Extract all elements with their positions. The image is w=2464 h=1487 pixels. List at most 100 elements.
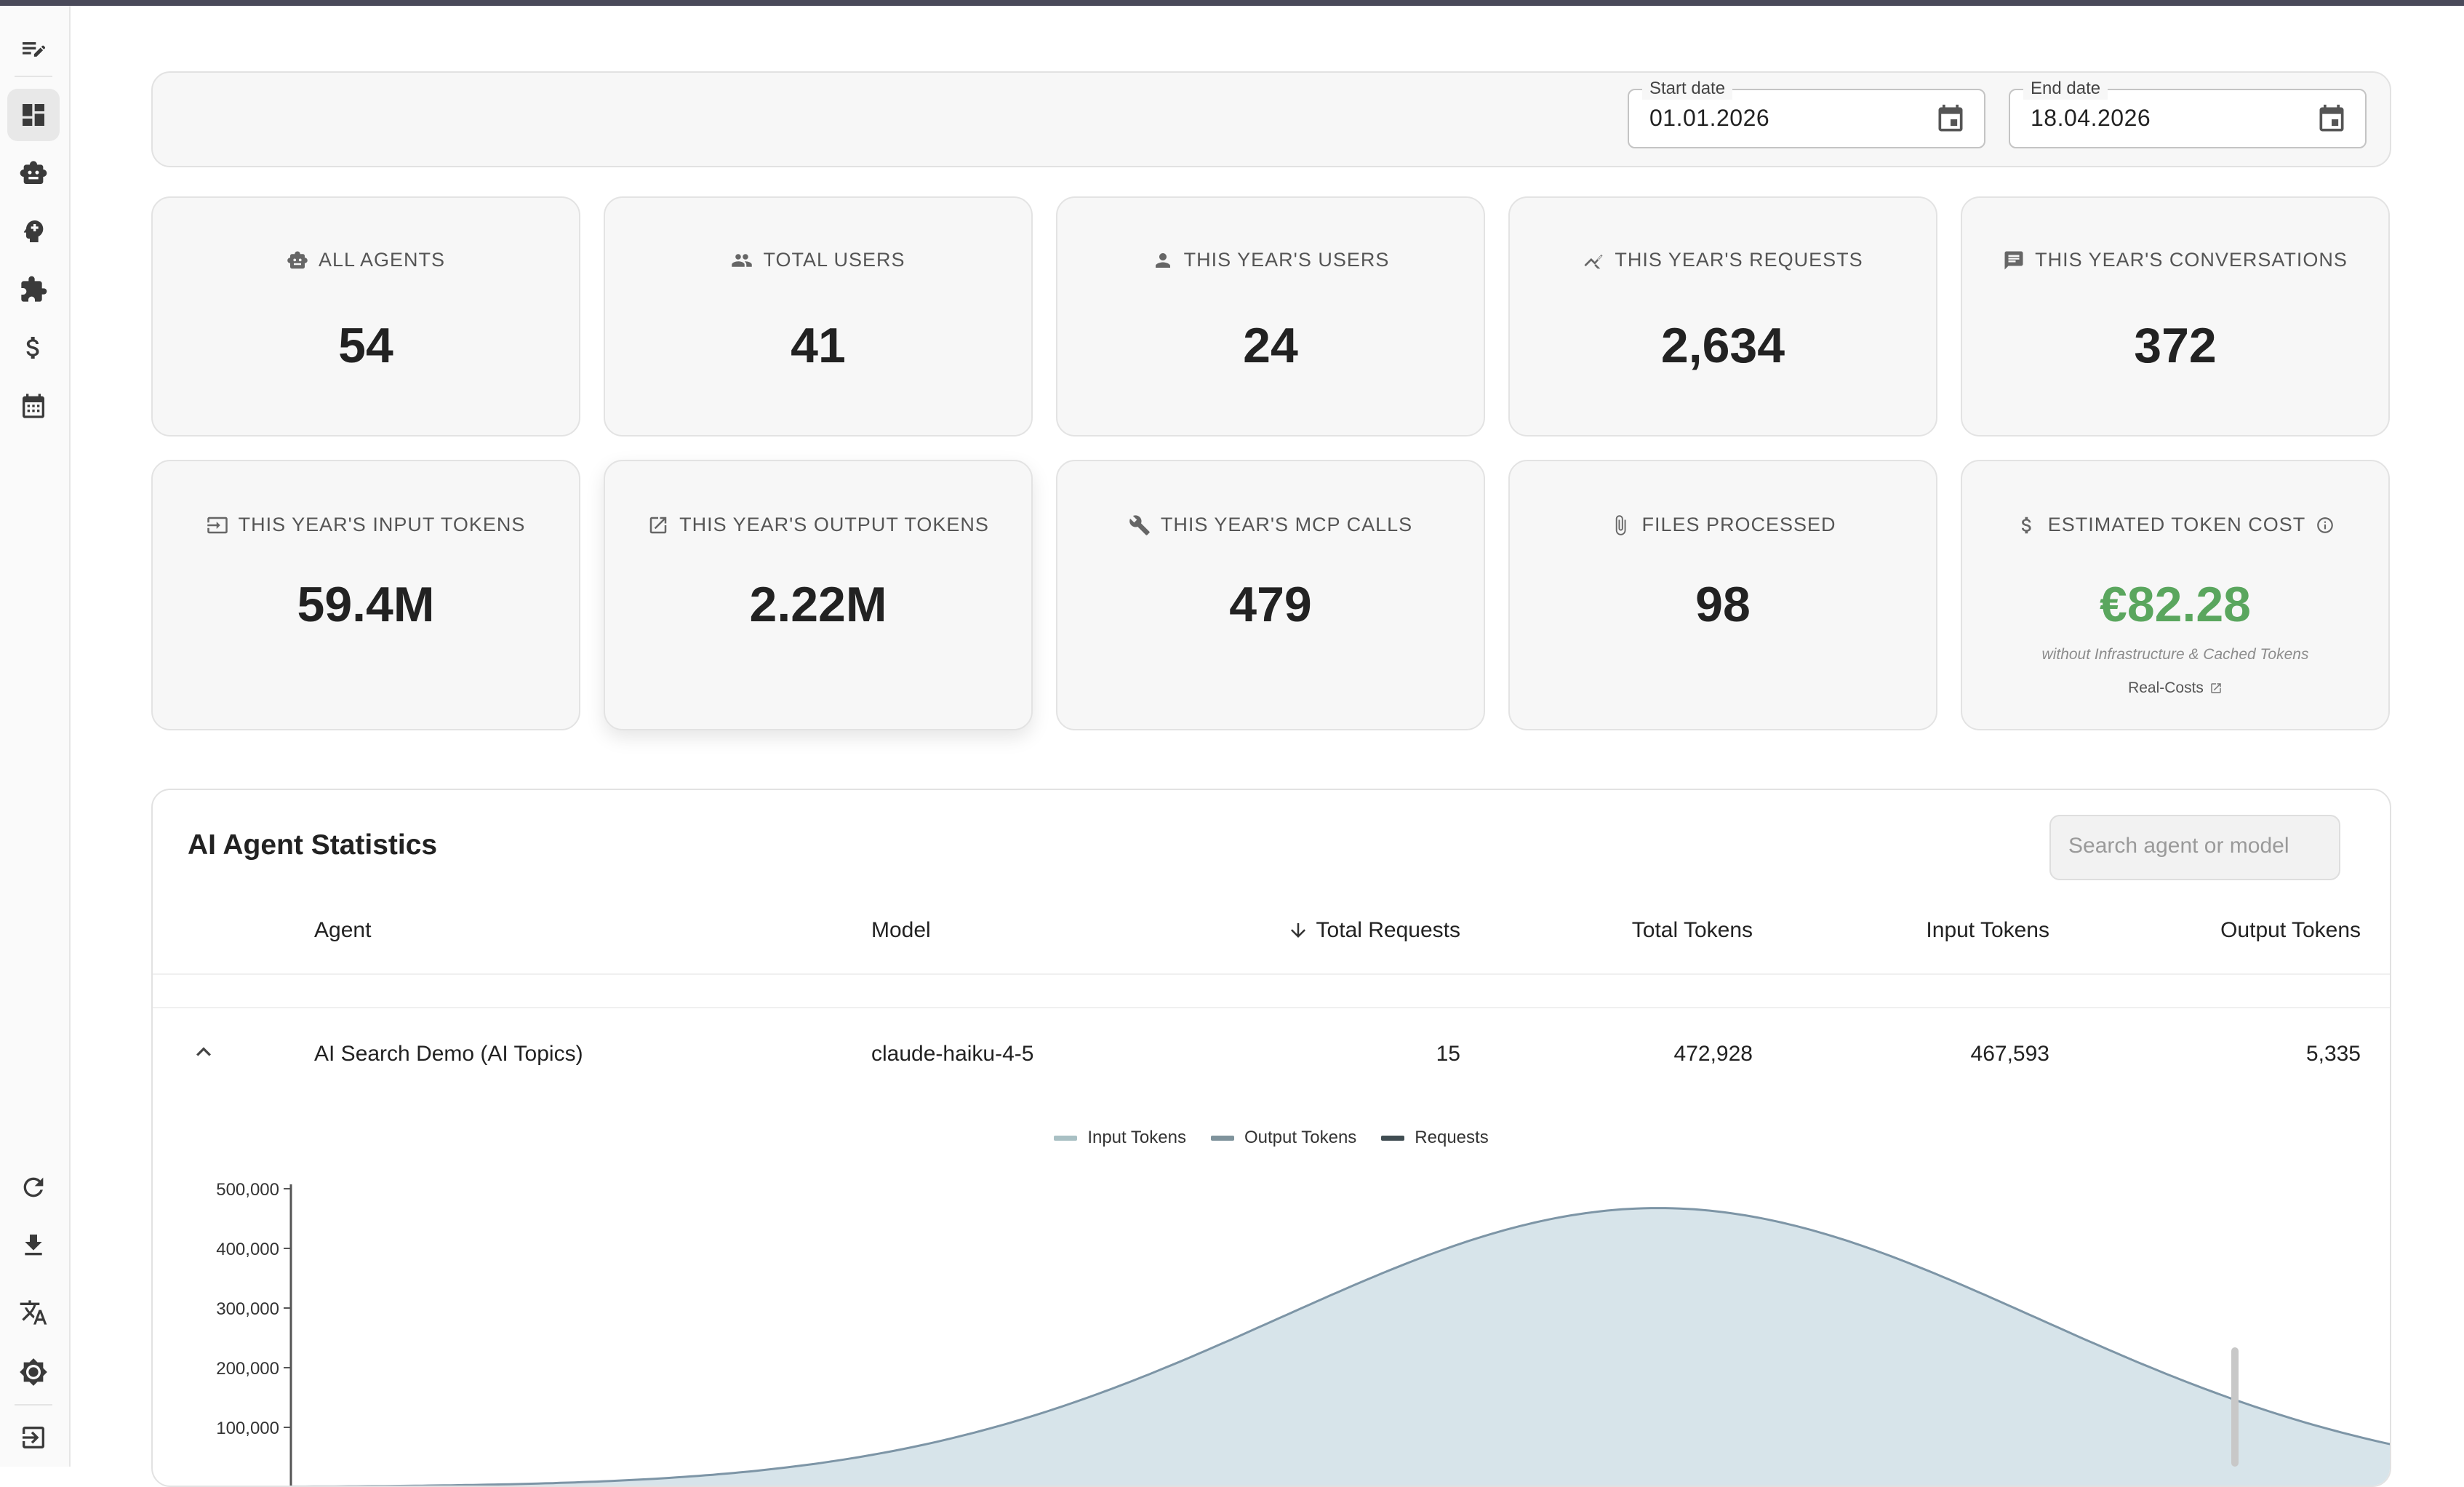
logout-icon[interactable]: [7, 1411, 60, 1464]
card-label: THIS YEAR'S MCP CALLS: [1160, 514, 1413, 535]
column-header-agent[interactable]: Agent: [314, 918, 372, 942]
start-date-value[interactable]: 01.01.2026: [1649, 105, 1770, 131]
card-label: THIS YEAR'S CONVERSATIONS: [2035, 249, 2348, 271]
scrollbar-thumb[interactable]: [2231, 1347, 2239, 1467]
card-value: 24: [1243, 318, 1298, 373]
legend-label: Output Tokens: [1244, 1128, 1357, 1147]
agent-statistics-panel: AI Agent Statistics Agent Model Total Re…: [151, 789, 2391, 1487]
start-date-label: Start date: [1642, 78, 1733, 100]
card-label: ESTIMATED TOKEN COST: [2047, 514, 2306, 535]
puzzle-icon[interactable]: [7, 263, 60, 316]
robot-icon: [287, 251, 308, 268]
real-costs-link[interactable]: Real-Costs: [1962, 679, 2388, 697]
stat-card-all-agents: ALL AGENTS 54: [151, 196, 580, 436]
real-costs-link-label[interactable]: Real-Costs: [2128, 679, 2204, 696]
column-header-total-requests[interactable]: Total Requests: [1287, 918, 1460, 943]
end-date-value[interactable]: 18.04.2026: [2031, 105, 2151, 131]
token-usage-chart: 500,000 400,000 300,000 200,000 100,000: [216, 1180, 2390, 1486]
translate-icon[interactable]: [7, 1286, 60, 1339]
column-header-output-tokens[interactable]: Output Tokens: [2220, 918, 2361, 942]
column-header-model[interactable]: Model: [871, 918, 931, 942]
stat-card-output-tokens: THIS YEAR'S OUTPUT TOKENS 2.22M: [604, 460, 1033, 730]
y-axis-tick-label: 400,000: [216, 1240, 279, 1259]
card-value: 2,634: [1660, 318, 1785, 373]
card-value: 479: [1229, 577, 1312, 632]
sidebar-divider: [15, 1404, 52, 1406]
y-axis-tick-label: 100,000: [216, 1419, 279, 1438]
external-link-icon: [2211, 683, 2221, 693]
start-date-field[interactable]: Start date 01.01.2026: [1628, 78, 1985, 148]
stat-card-this-years-requests: THIS YEAR'S REQUESTS 2,634: [1508, 196, 1937, 436]
section-title: AI Agent Statistics: [188, 829, 438, 861]
card-value: 2.22M: [749, 577, 887, 632]
info-icon[interactable]: [2316, 516, 2335, 535]
download-icon[interactable]: [7, 1219, 60, 1272]
calendar-icon[interactable]: [7, 380, 60, 432]
refresh-icon[interactable]: [7, 1161, 60, 1213]
notes-menu-icon[interactable]: [7, 23, 60, 76]
stat-card-estimated-token-cost: ESTIMATED TOKEN COST €82.28 without Infr…: [1961, 460, 2390, 730]
input-icon: [207, 517, 228, 533]
legend-label: Input Tokens: [1087, 1128, 1186, 1147]
card-value: 59.4M: [297, 577, 435, 632]
output-icon: [649, 517, 667, 533]
stat-card-files-processed: FILES PROCESSED 98: [1508, 460, 1937, 730]
calendar-icon[interactable]: [2316, 103, 2348, 135]
chart-legend: Input Tokens Output Tokens Requests: [153, 1128, 2390, 1148]
table-cell-model: claude-haiku-4-5: [871, 1042, 1034, 1066]
table-cell-total-tokens: 472,928: [1673, 1042, 1753, 1066]
card-note: without Infrastructure & Cached Tokens: [2041, 646, 2309, 663]
y-axis-tick-label: 500,000: [216, 1180, 279, 1200]
table-cell-agent: AI Search Demo (AI Topics): [314, 1042, 583, 1066]
card-label: ALL AGENTS: [318, 249, 446, 271]
card-value: 54: [338, 318, 393, 373]
column-header-input-tokens[interactable]: Input Tokens: [1926, 918, 2049, 942]
dollar-icon: [2021, 517, 2031, 533]
legend-item-output-tokens[interactable]: Output Tokens: [1210, 1128, 1357, 1148]
trend-icon: [1584, 254, 1603, 268]
search-box[interactable]: [2049, 815, 2340, 880]
legend-label: Requests: [1415, 1128, 1489, 1147]
collapse-row-chevron-icon[interactable]: [189, 1037, 218, 1067]
column-header-label: Total Requests: [1316, 918, 1460, 942]
card-label: FILES PROCESSED: [1641, 514, 1836, 535]
stat-card-this-years-users: THIS YEAR'S USERS 24: [1056, 196, 1485, 436]
table-divider: [153, 973, 2390, 975]
legend-swatch: [1210, 1135, 1234, 1141]
user-icon: [1155, 252, 1170, 268]
users-icon: [732, 253, 753, 267]
y-axis-tick-label: 200,000: [216, 1359, 279, 1379]
legend-item-input-tokens[interactable]: Input Tokens: [1054, 1128, 1186, 1148]
calendar-icon[interactable]: [1935, 103, 1967, 135]
stat-card-total-users: TOTAL USERS 41: [604, 196, 1033, 436]
card-value: €82.28: [2100, 577, 2251, 632]
dashboard-icon[interactable]: [7, 89, 60, 141]
series-area-input-tokens: [429, 1208, 2390, 1486]
top-accent-bar: [0, 0, 2464, 6]
card-value: 372: [2134, 318, 2217, 373]
card-label: TOTAL USERS: [763, 249, 905, 271]
wrench-icon: [1129, 514, 1150, 535]
stat-card-mcp-calls: THIS YEAR'S MCP CALLS 479: [1056, 460, 1485, 730]
search-input[interactable]: [2068, 834, 2323, 858]
table-cell-output-tokens: 5,335: [2305, 1042, 2361, 1066]
chat-icon: [2004, 251, 2023, 269]
robot-icon[interactable]: [7, 147, 60, 199]
paperclip-icon: [1616, 514, 1626, 535]
legend-swatch: [1054, 1135, 1078, 1141]
brightness-icon[interactable]: [7, 1346, 60, 1398]
legend-item-requests[interactable]: Requests: [1381, 1128, 1489, 1148]
card-label: THIS YEAR'S USERS: [1183, 249, 1390, 271]
stat-card-input-tokens: THIS YEAR'S INPUT TOKENS 59.4M: [151, 460, 580, 730]
end-date-field[interactable]: End date 18.04.2026: [2009, 78, 2367, 148]
table-cell-requests: 15: [1436, 1042, 1460, 1066]
card-label: THIS YEAR'S OUTPUT TOKENS: [679, 514, 989, 535]
column-header-total-tokens[interactable]: Total Tokens: [1631, 918, 1753, 942]
card-label: THIS YEAR'S REQUESTS: [1615, 249, 1863, 271]
brain-icon[interactable]: [7, 205, 60, 258]
card-value: 98: [1695, 577, 1751, 632]
stat-card-this-years-conversations: THIS YEAR'S CONVERSATIONS 372: [1961, 196, 2390, 436]
dollar-icon[interactable]: [7, 322, 60, 374]
card-value: 41: [791, 318, 846, 373]
table-divider: [153, 1007, 2390, 1008]
